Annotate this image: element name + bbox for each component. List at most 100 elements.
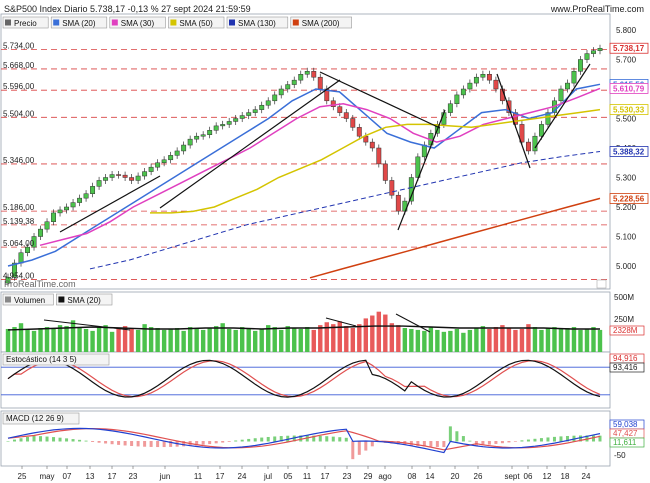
- volume-bar: [493, 327, 499, 352]
- volume-bar: [539, 329, 544, 352]
- macd-hist: [559, 436, 563, 442]
- price-layer: [5, 44, 603, 287]
- candle-body: [278, 88, 284, 96]
- price-tick: 5.100: [616, 233, 637, 242]
- macd-hist: [461, 436, 465, 442]
- legend-swatch: [5, 296, 11, 303]
- candle-body: [330, 100, 336, 107]
- legend-item: [56, 293, 113, 306]
- macd-hist: [84, 440, 88, 442]
- candle-body: [12, 262, 17, 278]
- legend-item: [226, 16, 289, 29]
- volume-bar: [480, 326, 486, 352]
- chart-title: S&P500 Index Diario 5.738,17 -0,13 % 27 …: [4, 4, 251, 14]
- volume-bar: [402, 328, 408, 352]
- volume-bar: [135, 329, 141, 352]
- macd-hist: [253, 438, 257, 442]
- candle-body: [51, 212, 56, 222]
- macd-hist: [97, 441, 101, 443]
- x-label: ago: [378, 472, 392, 481]
- macd-hist: [351, 441, 355, 460]
- price-panel[interactable]: [0, 13, 611, 290]
- volume-bar: [532, 327, 538, 352]
- volume-bar: [122, 326, 128, 352]
- macd-badge-text: 59,038: [613, 420, 638, 429]
- macd-hist: [500, 441, 504, 444]
- badge-text: 5.610,79: [613, 84, 645, 93]
- candle-body: [109, 174, 115, 178]
- volume-bar: [591, 327, 596, 352]
- volume-bar: [239, 327, 245, 352]
- candle-body: [493, 79, 499, 90]
- candle-body: [194, 135, 200, 140]
- x-label: may: [39, 472, 54, 481]
- macd-line: [7, 427, 601, 454]
- volume-bar: [318, 325, 323, 352]
- volume-bar: [220, 323, 225, 352]
- watermark: ProRealTime.com: [4, 279, 76, 289]
- volume-bar: [129, 328, 134, 352]
- volume-badge: [609, 325, 645, 336]
- candle-body: [532, 135, 538, 152]
- macd-hist: [260, 437, 264, 442]
- candle-body: [285, 84, 291, 90]
- badge-text: 5.228,56: [613, 195, 645, 204]
- level-label: 5.346,00: [3, 156, 35, 165]
- site-link[interactable]: www.ProRealTime.com: [550, 4, 644, 14]
- stoch-panel[interactable]: [0, 351, 611, 409]
- candle-body: [545, 112, 551, 125]
- legend-swatch: [53, 19, 60, 26]
- volume-bar: [578, 329, 583, 352]
- volume-bar: [51, 328, 56, 352]
- volume-bar: [409, 328, 414, 352]
- stoch-badge: [609, 362, 645, 373]
- candle-body: [363, 135, 369, 143]
- macd-hist: [39, 436, 43, 442]
- volume-bar: [383, 314, 388, 352]
- volume-bar: [526, 324, 531, 352]
- macd-hist: [526, 439, 530, 442]
- macd-hist: [279, 436, 283, 442]
- macd-hist: [292, 435, 296, 442]
- expand-handle[interactable]: [596, 279, 607, 289]
- volume-bar: [487, 328, 492, 352]
- candle-body: [252, 109, 258, 113]
- x-label: 24: [238, 472, 247, 481]
- volume-layer: 500M 250M 2328M: [5, 293, 645, 352]
- candle-body: [356, 127, 362, 137]
- candle-body: [467, 82, 473, 90]
- legend-swatch: [5, 19, 11, 26]
- candle-body: [5, 276, 11, 284]
- candle-body: [57, 209, 63, 214]
- macd-hist: [520, 440, 524, 442]
- price-tick: 5.500: [616, 115, 637, 124]
- stoch-k: [7, 359, 601, 398]
- x-label: 13: [86, 472, 95, 481]
- macd-hist: [370, 441, 374, 447]
- volume-bar: [181, 330, 186, 352]
- candle-body: [265, 100, 271, 106]
- macd-hist: [247, 438, 251, 442]
- macd-hist: [26, 436, 30, 442]
- macd-hist: [598, 435, 602, 442]
- volume-bar: [552, 327, 557, 352]
- macd-hist: [169, 441, 173, 447]
- trendline: [397, 109, 446, 231]
- candle-body: [454, 94, 460, 105]
- volume-tick: 500M: [614, 293, 634, 302]
- candle-body: [187, 138, 193, 146]
- volume-bar: [331, 324, 336, 352]
- x-label: 14: [426, 472, 435, 481]
- level-label: 5.668,00: [3, 61, 35, 70]
- legend-item: [50, 16, 108, 29]
- candle-body: [181, 144, 187, 152]
- volume-bar: [350, 328, 355, 352]
- candle-body: [148, 166, 154, 172]
- macd-hist: [468, 440, 472, 442]
- macd-hist: [234, 440, 238, 442]
- volume-bar: [545, 328, 551, 352]
- candle-body: [31, 236, 37, 248]
- volume-bar: [96, 327, 102, 352]
- x-label: 17: [108, 472, 117, 481]
- candle-body: [96, 180, 102, 187]
